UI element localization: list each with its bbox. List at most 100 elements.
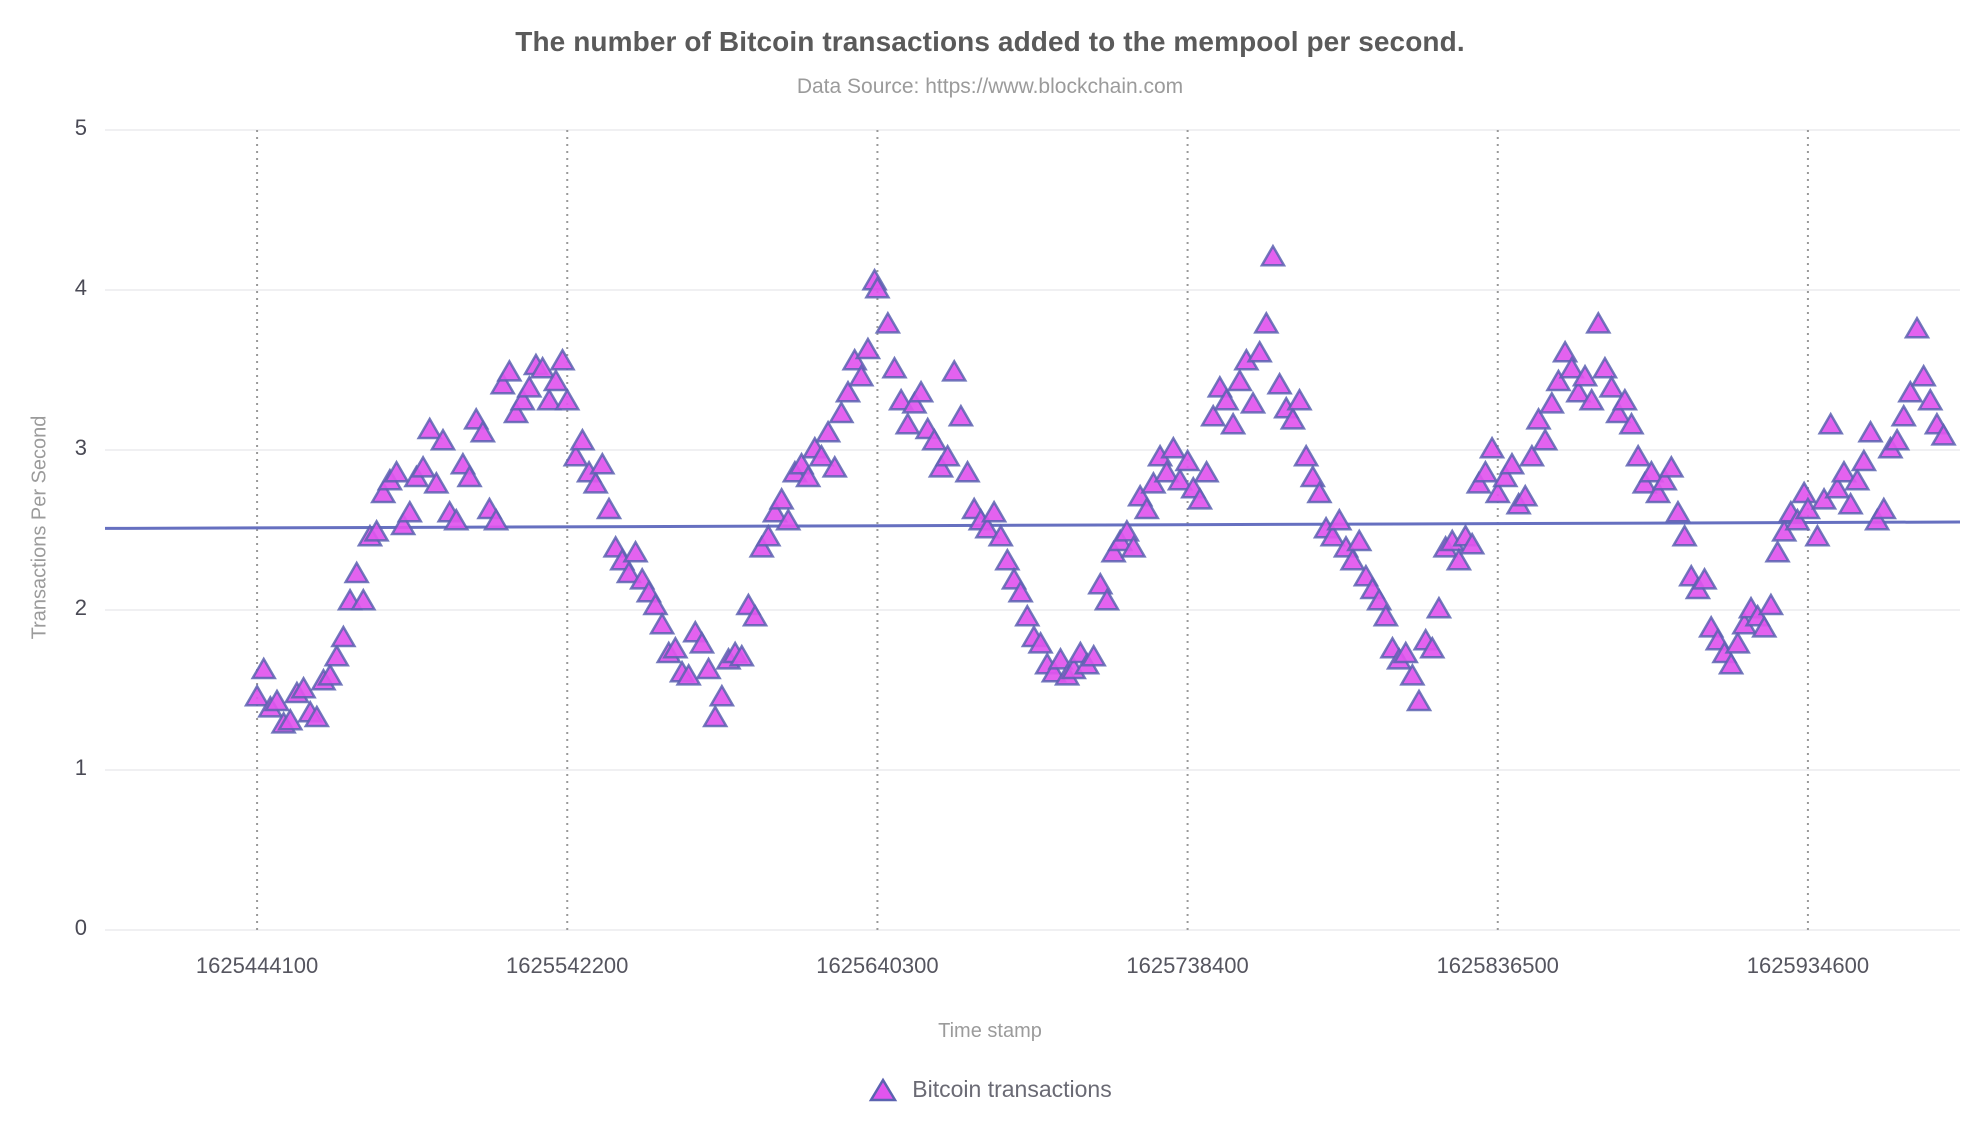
data-point xyxy=(688,630,716,654)
data-point xyxy=(290,675,317,699)
data-point xyxy=(1425,595,1453,619)
data-point xyxy=(1917,387,1944,411)
data-point xyxy=(1605,400,1632,424)
data-point xyxy=(1837,491,1864,515)
data-point xyxy=(323,643,350,667)
data-point xyxy=(1624,443,1652,467)
data-point xyxy=(370,480,397,504)
x-tick-label: 1625444100 xyxy=(195,953,319,978)
data-point xyxy=(1266,371,1293,395)
data-point xyxy=(834,379,862,403)
data-point xyxy=(768,486,795,510)
data-point xyxy=(1366,587,1393,611)
data-point xyxy=(595,496,623,520)
data-point xyxy=(1571,363,1599,387)
data-point xyxy=(250,656,277,680)
data-point xyxy=(821,454,848,478)
data-point xyxy=(363,518,390,542)
data-point xyxy=(1259,243,1287,267)
data-point xyxy=(814,419,842,443)
data-point xyxy=(1764,539,1791,563)
data-point xyxy=(1817,411,1844,435)
y-tick-label: 4 xyxy=(74,275,87,300)
data-point xyxy=(1405,688,1433,712)
data-point xyxy=(1830,459,1858,483)
data-point xyxy=(854,336,882,360)
data-point xyxy=(1578,387,1605,411)
data-point xyxy=(1319,523,1346,547)
data-point xyxy=(1484,480,1511,504)
data-point xyxy=(761,499,789,523)
y-tick-label: 1 xyxy=(74,755,87,780)
data-point xyxy=(1306,480,1333,504)
x-tick-label: 1625836500 xyxy=(1436,953,1559,978)
data-point xyxy=(907,379,935,403)
data-point xyxy=(1200,403,1227,427)
data-point xyxy=(1458,531,1486,555)
chart-subtitle: Data Source: https://www.blockchain.com xyxy=(796,75,1184,98)
data-point xyxy=(1598,374,1625,398)
data-point xyxy=(1512,483,1539,507)
data-point xyxy=(1664,499,1692,523)
data-point xyxy=(562,443,589,467)
data-point xyxy=(808,443,835,467)
data-point xyxy=(1804,523,1831,547)
data-point xyxy=(1392,640,1419,664)
data-point xyxy=(1339,547,1366,571)
y-tick-label: 5 xyxy=(74,115,87,140)
data-point xyxy=(1226,368,1253,392)
data-point xyxy=(1545,368,1572,392)
data-point xyxy=(775,507,802,531)
data-point xyxy=(482,507,510,531)
data-point xyxy=(1910,363,1937,387)
data-point xyxy=(1093,587,1121,611)
data-point xyxy=(396,499,423,523)
data-point xyxy=(1492,464,1519,488)
data-point xyxy=(1658,454,1685,478)
data-point xyxy=(589,451,616,475)
data-point xyxy=(702,704,729,728)
data-point xyxy=(848,363,875,387)
data-point xyxy=(994,547,1021,571)
horizontal-gridlines xyxy=(105,129,1960,931)
y-tick-label: 3 xyxy=(74,435,87,460)
data-point xyxy=(350,587,377,611)
data-point xyxy=(1897,379,1924,403)
data-point xyxy=(1253,310,1280,334)
data-point xyxy=(1790,480,1818,504)
data-point xyxy=(1014,603,1041,627)
data-point xyxy=(974,515,1001,539)
data-point xyxy=(708,683,736,707)
data-point xyxy=(1784,507,1811,531)
data-point xyxy=(1160,435,1187,459)
data-point xyxy=(1498,451,1526,475)
data-point xyxy=(1399,662,1426,686)
data-point xyxy=(389,512,417,536)
data-point xyxy=(1186,486,1214,510)
data-point xyxy=(921,427,948,451)
data-point xyxy=(1292,443,1320,467)
data-point xyxy=(1903,315,1931,339)
data-point xyxy=(330,624,357,648)
data-point xyxy=(1007,579,1034,603)
data-point xyxy=(741,603,769,627)
data-point xyxy=(864,275,891,299)
data-point xyxy=(894,411,921,435)
data-point xyxy=(1326,507,1353,531)
data-point xyxy=(549,347,576,371)
triangle-up-icon xyxy=(869,1077,898,1101)
data-point xyxy=(1213,387,1240,411)
data-point xyxy=(1644,480,1672,504)
data-point xyxy=(1558,355,1585,379)
data-point xyxy=(569,427,596,451)
data-point xyxy=(1239,390,1267,414)
data-point xyxy=(1140,470,1167,494)
data-point xyxy=(1525,406,1552,430)
data-point xyxy=(675,662,702,686)
data-point xyxy=(841,347,868,371)
data-point xyxy=(1120,534,1147,558)
data-point xyxy=(1472,459,1499,483)
data-point xyxy=(1883,427,1911,451)
chart-legend: Bitcoin transactions xyxy=(0,1076,1980,1103)
data-point xyxy=(423,470,450,494)
